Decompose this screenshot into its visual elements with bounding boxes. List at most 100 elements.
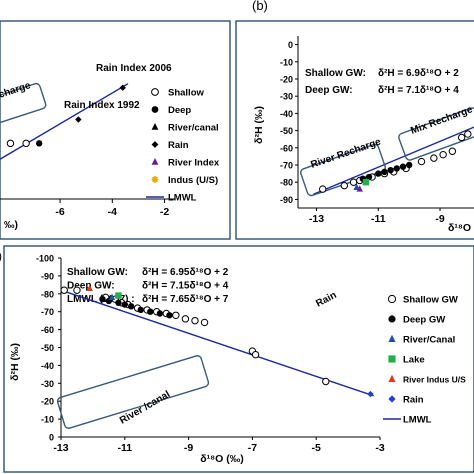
panel-b-point-shallow — [349, 178, 358, 186]
panel-b-ticks: 0 -10 -20 -30 -40 -50 -60 -70 -80 -90 -13 -11 -9 — [280, 40, 445, 225]
panel-a-frame — [0, 20, 231, 240]
panel-a-recharge-label: charge — [0, 80, 32, 101]
panel-a-legend: Shallow Deep River/canal Rain River Index Ind… — [146, 88, 220, 204]
panel-b-point-lake — [362, 179, 370, 186]
panel-b-y-tick-label: -70 — [280, 161, 293, 171]
panel-c-x-tick-label: -3 — [375, 442, 384, 454]
panel-c-y-tick-label: -50 — [41, 343, 54, 353]
panel-a-lmwl — [0, 83, 129, 160]
panel-c-point-river-indus-u-s — [86, 284, 93, 292]
panel-c-equation: δ²H = 7.65δ¹⁸O + 7 — [142, 294, 229, 305]
panel-c-legend-marker-3 — [388, 355, 396, 363]
panel-c-legend-label-5: Rain — [403, 395, 424, 406]
panel-b-eq-deep: δ²H = 7.1δ¹⁸O + 4 — [378, 85, 459, 96]
panel-c-ticks: 0 -10 -20 -30 -40 -50 -60 -70 -80 -90 -100 -13 -11 -9… — [36, 254, 385, 455]
panel-c-point-deep-gw — [121, 301, 128, 308]
panel-c-x-tick-label: -5 — [312, 442, 321, 454]
panel-b-point-river-index — [356, 185, 363, 192]
panel-c-legend-marker-1 — [388, 315, 396, 323]
panel-c-point-deep-gw — [127, 303, 135, 310]
panel-c-lmwl-line — [60, 289, 374, 397]
panel-c-legend: Shallow GW Deep GW River/Canal Lake River In… — [383, 295, 466, 426]
panel-b-point-shallow — [457, 133, 466, 142]
panel-a-legend-label-4: River Index — [168, 158, 220, 169]
panel-b-y-tick-label: -80 — [280, 178, 293, 188]
panel-b-y-tick-label: -40 — [280, 109, 293, 119]
panel-c-point-shallow-gw — [251, 350, 260, 359]
panel-c-point-deep-gw — [166, 312, 173, 319]
panel-a-point-rain — [119, 84, 126, 91]
panel-b-lmwl — [313, 126, 474, 195]
panel-c-y-tick-label: -90 — [41, 271, 54, 281]
panel-c-frame — [3, 245, 474, 473]
panel-b-river-recharge-label: River Recharge — [309, 136, 382, 170]
panel-a-point-shallow — [22, 139, 30, 148]
panel-c-point-deep-gw — [147, 308, 154, 315]
panel-c-legend-marker-4 — [388, 374, 396, 382]
panel-c-point-shallow-gw — [200, 318, 209, 327]
panel-a-legend-label-3: Rain — [168, 140, 189, 151]
panel-a-legend-marker-5 — [151, 176, 159, 183]
panel-a-point-rain — [75, 116, 82, 123]
panel-c-y-tick-label: -10 — [41, 415, 54, 425]
panel-c-y-tick-label: -30 — [41, 379, 54, 389]
panel-b-y-tick-label: -50 — [280, 126, 293, 136]
panel-a-lmwl-line — [0, 83, 129, 160]
panel-b-label: (b) — [252, 0, 268, 13]
panel-a: -6 -4 -2 ‰) charge Rain Index 2006 Rain In… — [0, 20, 231, 240]
panel-c-point-shallow-gw — [60, 286, 68, 294]
panel-c-equations: Shallow GW: δ²H = 6.95δ¹⁸O + 2 Deep GW: δ²H… — [67, 267, 229, 305]
panel-c-point-river-canal — [108, 293, 116, 300]
panel-b-point-shallow — [340, 181, 349, 190]
panel-b-point-deep — [381, 168, 388, 176]
panel-c-point-shallow-gw — [191, 316, 199, 325]
panel-c-equation-name: Shallow GW: — [67, 267, 128, 278]
panel-c-point-deep-gw — [156, 310, 164, 317]
panel-c-x-label: δ¹⁸O (‰) — [200, 453, 243, 465]
panel-a-legend-label-0: Shallow — [168, 88, 205, 99]
panel-b-eq-shallow: δ²H = 6.9δ¹⁸O + 2 — [378, 68, 459, 79]
panel-a-point-deep — [35, 140, 43, 147]
panel-a-legend-label-5: Indus (U/S) — [168, 175, 218, 186]
panel-b-y-tick-label: -10 — [280, 57, 293, 67]
panel-b-y-tick-label: -90 — [280, 195, 293, 205]
panel-c-river-canal-label: River /canal — [118, 389, 172, 427]
panel-b-point-shallow — [417, 157, 426, 166]
panel-b-mix-recharge-box — [398, 107, 474, 161]
panel-c-legend-label-3: Lake — [403, 355, 425, 366]
panel-c-equation: δ²H = 6.95δ¹⁸O + 2 — [142, 267, 229, 278]
panel-b-y-tick-label: 0 — [288, 40, 293, 50]
panel-b-y-tick-label: -60 — [280, 143, 293, 153]
panel-c-point-shallow-gw — [181, 315, 190, 323]
panel-c: ) 0 -10 -20 -30 -40 -50 -60 -70 -80 -90 -100 -13 -11… — [0, 245, 474, 473]
panel-c-point-deep-gw — [115, 299, 122, 306]
panel-b-point-deep — [399, 163, 407, 170]
panel-b-point-deep — [405, 161, 413, 169]
panel-c-legend-label-0: Shallow GW — [403, 295, 458, 306]
panel-b-point-deep — [365, 173, 373, 181]
panel-a-legend-marker-2 — [151, 123, 159, 130]
panel-c-river-canal-box — [56, 355, 210, 429]
panel-c-point-shallow-gw — [322, 377, 330, 386]
panel-b-frame — [235, 20, 474, 240]
panel-c-x-tick-label: -7 — [248, 442, 257, 454]
panel-c-legend-marker-5 — [388, 395, 396, 403]
panel-c-lmwl — [60, 289, 374, 397]
panel-b: (b) 0 -10 -20 -30 -40 -50 -60 -70 -80 -90 -13 -11 -9… — [235, 0, 474, 240]
panel-b-x-tick-label: -11 — [371, 213, 386, 225]
panel-c-point-rain — [367, 390, 374, 398]
panel-c-legend-label-1: Deep GW — [403, 315, 445, 326]
panel-a-legend-label-2: River/canal — [168, 123, 219, 134]
panel-a-point-shallow — [6, 139, 15, 148]
panel-b-x-label: δ¹⁸O — [448, 222, 471, 234]
panel-b-point-shallow — [439, 150, 447, 159]
panel-c-point-shallow-gw — [172, 311, 180, 319]
panel-a-x-label: ‰) — [4, 219, 18, 231]
panel-b-y-tick-label: -20 — [280, 75, 293, 85]
panel-a-legend-marker-4 — [151, 158, 159, 165]
panel-c-y-tick-label: -70 — [41, 307, 54, 317]
panel-a-x-tick-label: -6 — [55, 206, 64, 218]
panel-b-points — [319, 130, 472, 193]
panel-a-legend-marker-1 — [151, 106, 159, 113]
